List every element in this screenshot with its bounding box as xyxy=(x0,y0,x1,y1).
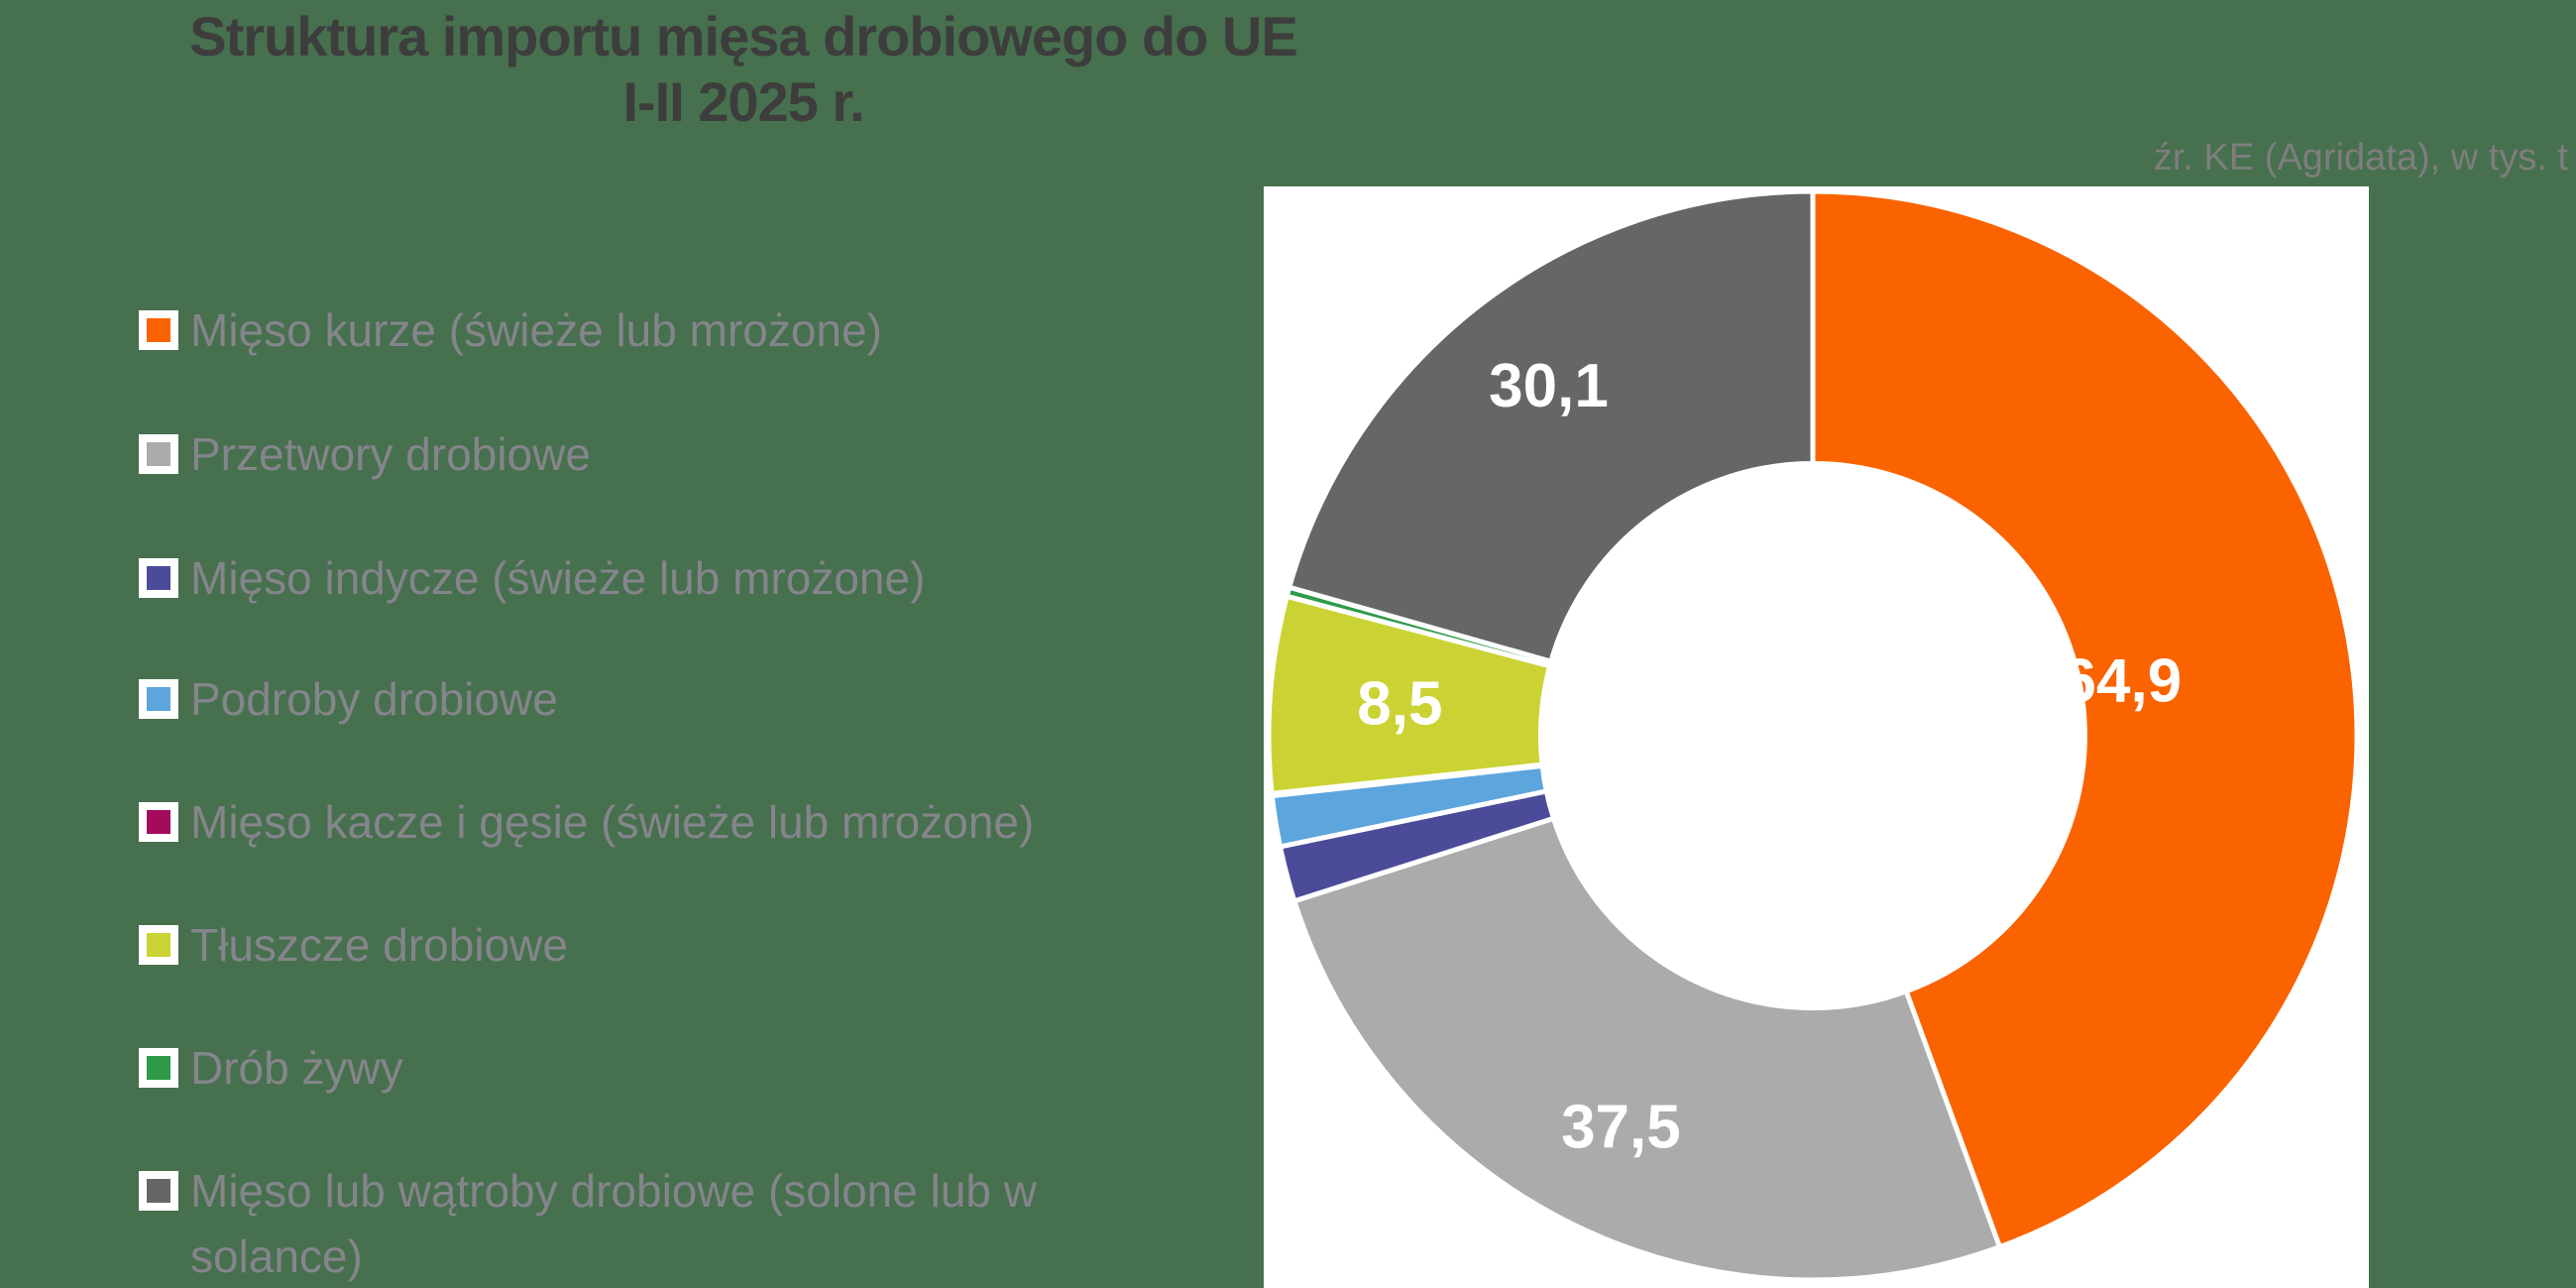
legend-marker xyxy=(139,802,178,842)
source-note: źr. KE (Agridata), w tys. t xyxy=(2153,137,2568,178)
chart-title-line2: I-II 2025 r. xyxy=(622,70,864,133)
legend-item-label: Tłuszcze drobiowe xyxy=(190,919,568,971)
legend-marker xyxy=(139,1171,178,1211)
legend-item: Mięso kacze i gęsie (świeże lub mrożone) xyxy=(139,789,1221,855)
legend-item: Przetwory drobiowe xyxy=(139,421,1221,487)
legend-item: Mięso indycze (świeże lub mrożone) xyxy=(139,545,1221,611)
slice-data-label: 64,9 xyxy=(2063,646,2183,715)
slice-data-label: 30,1 xyxy=(1489,352,1609,420)
legend-item-label: Drób żywy xyxy=(190,1042,403,1094)
legend-marker xyxy=(139,679,178,719)
legend-item-label: Mięso lub wątroby drobiowe (solone lub w… xyxy=(190,1165,1037,1282)
legend-item: Tłuszcze drobiowe xyxy=(139,912,1221,978)
legend-item: Mięso kurze (świeże lub mrożone) xyxy=(139,297,1221,363)
legend-marker xyxy=(139,434,178,474)
chart-title: Struktura importu mięsa drobiowego do UE… xyxy=(10,4,1477,135)
slice-data-label: 8,5 xyxy=(1357,670,1442,739)
legend-marker xyxy=(139,925,178,965)
slice-data-label: 37,5 xyxy=(1561,1093,1681,1161)
legend-item: Podroby drobiowe xyxy=(139,666,1221,732)
donut-slice-8 xyxy=(1286,188,1816,665)
donut-chart: 64,9 37,5 8,5 30,1 xyxy=(1266,188,2360,1283)
chart-title-line1: Struktura importu mięsa drobiowego do UE xyxy=(189,5,1297,67)
chart-plot-area: 64,9 37,5 8,5 30,1 xyxy=(1264,186,2369,1288)
legend-item-label: Przetwory drobiowe xyxy=(190,428,591,480)
chart-legend: Mięso kurze (świeże lub mrożone) Przetwor… xyxy=(139,0,1308,1288)
legend-marker xyxy=(139,1048,178,1088)
legend-item-label: Mięso indycze (świeże lub mrożone) xyxy=(190,552,926,604)
donut-slice-1 xyxy=(1810,188,2360,1250)
donut-slice-2 xyxy=(1290,815,2003,1283)
legend-marker xyxy=(139,310,178,350)
legend-item: Drób żywy xyxy=(139,1035,1221,1101)
legend-item-label: Mięso kacze i gęsie (świeże lub mrożone) xyxy=(190,796,1035,848)
legend-item: Mięso lub wątroby drobiowe (solone lub w… xyxy=(139,1158,1221,1288)
legend-marker xyxy=(139,558,178,598)
legend-item-label: Podroby drobiowe xyxy=(190,673,558,725)
legend-item-label: Mięso kurze (świeże lub mrożone) xyxy=(190,304,882,356)
